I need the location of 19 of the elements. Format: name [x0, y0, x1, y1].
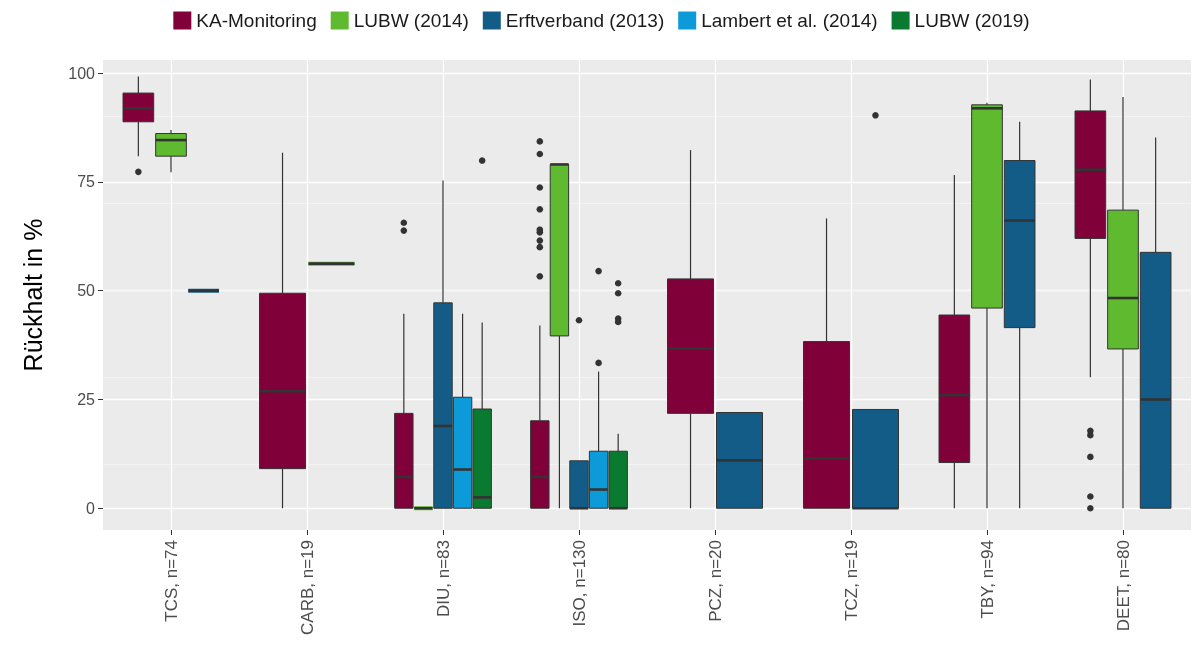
- legend-label: LUBW (2014): [353, 10, 469, 31]
- y-tick-label: 100: [68, 64, 96, 82]
- y-axis-title: Rückhalt in %: [18, 218, 47, 372]
- legend-label: Erftverband (2013): [505, 10, 665, 31]
- y-tick-label: 25: [77, 390, 96, 408]
- legend-label: KA-Monitoring: [196, 10, 317, 31]
- x-tick-label: ISO, n=130: [569, 540, 589, 627]
- x-tick-label: TCZ, n=19: [841, 540, 861, 621]
- x-tick-label: DEET, n=80: [1113, 540, 1133, 632]
- legend-label: LUBW (2019): [914, 10, 1030, 31]
- x-tick-label: DIU, n=83: [433, 540, 453, 618]
- x-tick-label: TCS, n=74: [161, 540, 181, 622]
- x-tick-label: CARB, n=19: [297, 540, 317, 635]
- y-tick-label: 0: [86, 499, 96, 517]
- y-tick-label: 50: [77, 282, 96, 300]
- x-tick-label: TBY, n=94: [977, 540, 997, 619]
- x-tick-label: PCZ, n=20: [705, 540, 725, 622]
- legend-label: Lambert et al. (2014): [701, 10, 878, 31]
- y-tick-label: 75: [77, 173, 96, 191]
